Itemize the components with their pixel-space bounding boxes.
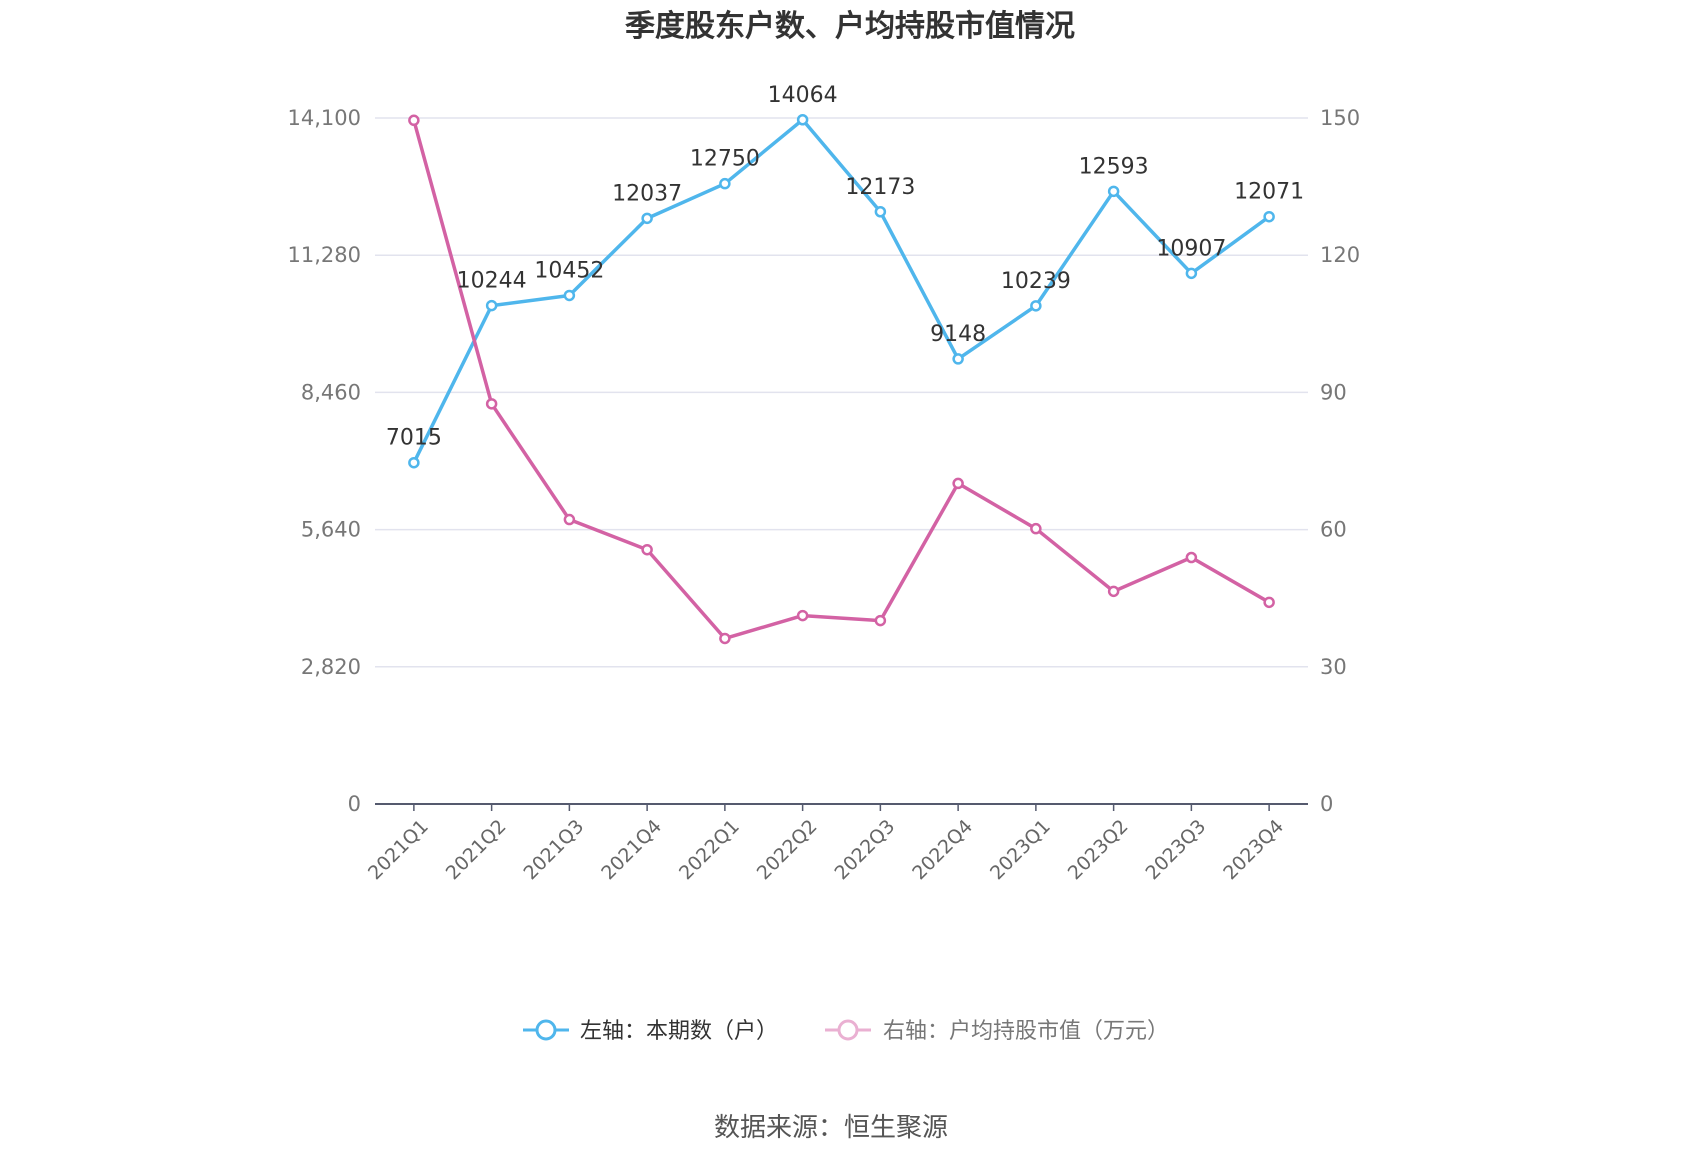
point-holders <box>563 289 576 302</box>
legend-marker-left <box>535 1019 557 1041</box>
data-label: 12593 <box>1079 154 1149 179</box>
point-avg-value <box>408 114 420 127</box>
x-tick-label: 2023Q3 <box>1141 815 1210 884</box>
point-holders <box>1107 185 1120 198</box>
chart-title: 季度股东户数、户均持股市值情况 <box>625 9 1075 44</box>
y-left-tick-label: 8,460 <box>301 380 361 404</box>
point-holders <box>641 212 653 225</box>
series-layer <box>408 114 1275 645</box>
x-tick-label: 2021Q3 <box>519 815 588 884</box>
x-tick-label: 2021Q2 <box>442 815 511 884</box>
legend-label-left: 左轴：本期数（户） <box>580 1019 778 1044</box>
x-tick-label: 2023Q4 <box>1219 815 1288 884</box>
data-label: 10244 <box>457 269 527 294</box>
legend-label-right: 右轴：户均持股市值（万元） <box>883 1019 1169 1044</box>
point-holders <box>952 353 964 365</box>
point-avg-value <box>563 513 576 526</box>
y-left-tick-label: 14,100 <box>288 106 361 130</box>
point-avg-value <box>796 609 809 622</box>
legend-item-right[interactable]: 右轴：户均持股市值（万元） <box>825 1019 1169 1044</box>
data-label: 14064 <box>768 83 838 108</box>
x-tick-label: 2022Q1 <box>675 815 744 884</box>
data-label: 7015 <box>386 426 442 451</box>
point-holders <box>874 206 887 218</box>
point-avg-value <box>719 632 731 645</box>
axis-layer: 0 0 2,820 30 5,640 60 8,460 90 11,280 120 14,100 15… <box>288 106 1361 884</box>
point-holders <box>719 177 731 190</box>
point-avg-value <box>1185 551 1198 564</box>
point-holders <box>1185 267 1198 280</box>
x-tick-label: 2023Q1 <box>986 815 1055 884</box>
x-tick-label: 2021Q1 <box>364 815 433 884</box>
data-label: 12037 <box>612 181 682 206</box>
point-avg-value <box>485 398 498 410</box>
y-left-tick-label: 11,280 <box>288 243 361 267</box>
y-right-tick-label: 30 <box>1320 655 1347 679</box>
x-tick-label: 2023Q2 <box>1064 815 1133 884</box>
y-right-tick-label: 120 <box>1320 243 1360 267</box>
data-label: 9148 <box>930 322 986 347</box>
series-line-holders <box>412 118 1271 465</box>
y-right-tick-label: 150 <box>1320 106 1360 130</box>
point-avg-value <box>1107 585 1120 598</box>
point-holders <box>1030 300 1042 312</box>
grid-layer <box>375 117 1308 668</box>
series-line-avg-value <box>412 118 1271 641</box>
point-avg-value <box>1030 522 1042 535</box>
x-tick-label: 2022Q4 <box>908 815 977 884</box>
data-label: 10907 <box>1156 236 1226 261</box>
y-right-tick-label: 90 <box>1320 380 1347 404</box>
point-avg-value <box>1263 596 1275 609</box>
point-avg-value <box>952 477 964 490</box>
data-label: 10452 <box>534 258 604 283</box>
data-label: 10239 <box>1001 269 1071 294</box>
legend-marker-right <box>837 1019 859 1041</box>
data-label: 12750 <box>690 147 760 172</box>
y-left-tick-label: 0 <box>348 792 361 816</box>
y-right-tick-label: 0 <box>1320 792 1333 816</box>
y-left-tick-label: 2,820 <box>301 655 361 679</box>
point-holders <box>485 299 498 312</box>
point-holders <box>796 114 809 126</box>
point-avg-value <box>641 543 653 556</box>
source-text: 数据来源：恒生聚源 <box>714 1113 948 1143</box>
label-layer: 7015 10244 10452 12037 12750 14064 12173 9148 10… <box>386 83 1304 451</box>
x-tick-label: 2022Q2 <box>753 815 822 884</box>
legend-item-left[interactable]: 左轴：本期数（户） <box>523 1019 778 1044</box>
x-tick-label: 2021Q4 <box>597 815 666 884</box>
point-holders <box>408 456 420 469</box>
data-label: 12071 <box>1234 180 1304 205</box>
y-left-tick-label: 5,640 <box>301 518 361 542</box>
point-holders <box>1263 210 1275 223</box>
point-avg-value <box>874 614 887 627</box>
x-tick-label: 2022Q3 <box>830 815 899 884</box>
data-label: 12173 <box>845 175 915 200</box>
legend: 左轴：本期数（户） 右轴：户均持股市值（万元） <box>523 1019 1169 1044</box>
y-right-tick-label: 60 <box>1320 518 1347 542</box>
